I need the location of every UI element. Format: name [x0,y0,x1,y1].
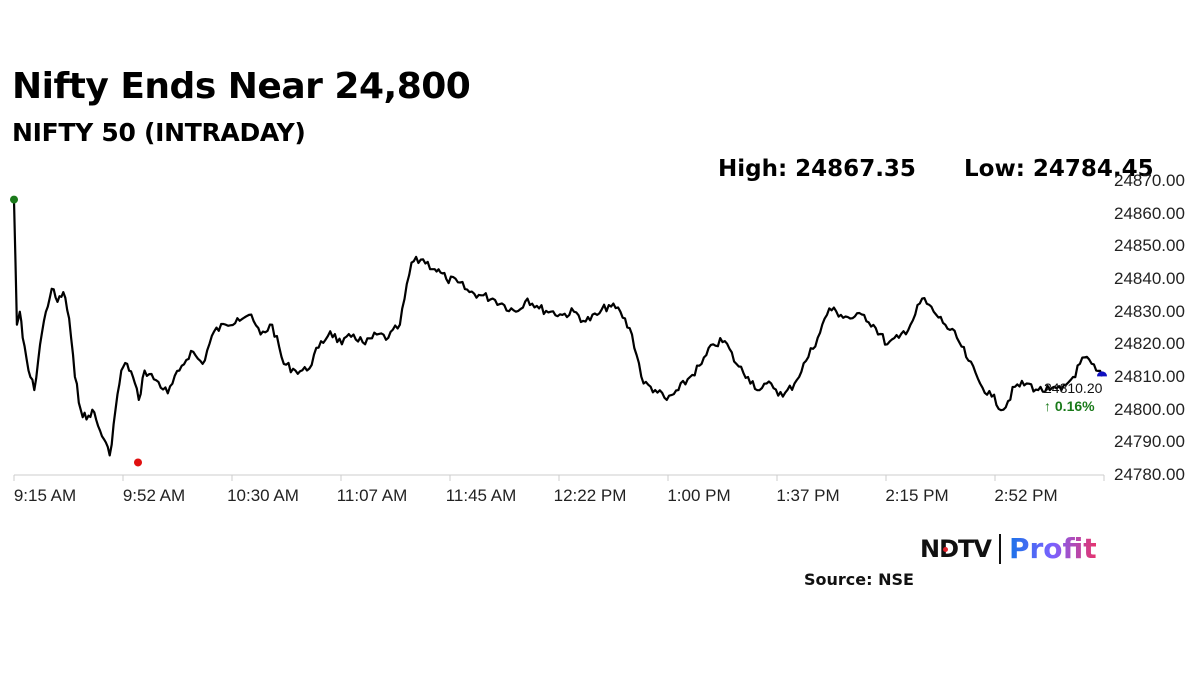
y-tick-label: 24830.00 [1114,301,1185,321]
source-note: Source: NSE [804,570,914,589]
change-percent-label: ↑ 0.16% [1044,398,1095,414]
day-low-label: Low: 24784.45 [964,156,1154,182]
x-tick-label: 2:15 PM [885,486,949,505]
y-tick-label: 24780.00 [1114,465,1185,484]
y-tick-label: 24810.00 [1114,367,1185,386]
x-tick-label: 12:22 PM [553,486,627,505]
x-tick-label: 1:00 PM [667,486,731,505]
price-line [12,200,1104,457]
x-tick-label: 1:37 PM [776,486,840,505]
x-tick-label: 10:30 AM [227,486,299,505]
y-tick-label: 24840.00 [1114,269,1185,288]
profit-logo-text: Profit [1008,532,1097,565]
x-tick-label: 11:07 AM [336,486,408,505]
x-tick-label: 11:45 AM [445,486,517,505]
y-tick-label: 24820.00 [1114,334,1185,354]
open-marker-icon [10,195,18,204]
logo-divider [998,533,1001,564]
day-high-label: High: 24867.35 [718,156,916,182]
close-marker-icon [1097,371,1107,377]
y-tick-label: 24800.00 [1114,399,1185,419]
y-tick-label: 24860.00 [1114,203,1185,223]
x-axis-ticks [13,475,1105,481]
x-tick-label: 9:52 AM [122,486,186,505]
ndtv-profit-logo: NDTV Profit [920,532,1097,565]
x-tick-label: 2:52 PM [994,486,1058,505]
last-price-label: 24810.20 [1044,380,1103,396]
x-tick-label: 9:15 AM [13,486,77,505]
y-tick-label: 24790.00 [1114,432,1185,452]
ndtv-red-dot-icon [943,546,948,552]
y-tick-label: 24870.00 [1114,171,1185,190]
ndtv-logo-text: NDTV [920,534,992,563]
chart-title: Nifty Ends Near 24,800 [12,66,471,107]
chart-subtitle: NIFTY 50 (INTRADAY) [12,118,306,147]
low-marker-icon [134,458,142,467]
y-tick-label: 24850.00 [1114,236,1185,256]
